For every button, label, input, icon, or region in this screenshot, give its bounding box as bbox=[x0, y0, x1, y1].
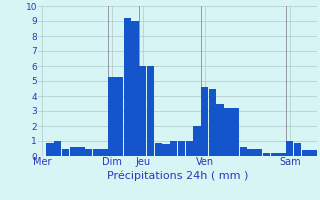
Bar bbox=[132, 21, 139, 156]
Bar bbox=[162, 144, 170, 156]
Bar bbox=[54, 141, 61, 156]
Bar bbox=[108, 76, 116, 156]
Bar bbox=[309, 150, 316, 156]
Bar bbox=[124, 18, 131, 156]
Bar bbox=[62, 148, 69, 156]
Bar bbox=[255, 148, 262, 156]
X-axis label: Précipitations 24h ( mm ): Précipitations 24h ( mm ) bbox=[107, 170, 248, 181]
Bar bbox=[240, 147, 247, 156]
Bar bbox=[247, 148, 255, 156]
Bar bbox=[155, 142, 162, 156]
Bar bbox=[147, 66, 154, 156]
Bar bbox=[100, 148, 108, 156]
Bar bbox=[85, 148, 92, 156]
Bar bbox=[232, 108, 239, 156]
Bar bbox=[209, 88, 216, 156]
Bar bbox=[193, 126, 201, 156]
Bar bbox=[93, 148, 100, 156]
Bar bbox=[301, 150, 309, 156]
Bar bbox=[278, 153, 286, 156]
Bar bbox=[224, 108, 232, 156]
Bar bbox=[294, 142, 301, 156]
Bar bbox=[77, 147, 84, 156]
Bar bbox=[271, 153, 278, 156]
Bar bbox=[286, 141, 293, 156]
Bar bbox=[139, 66, 147, 156]
Bar bbox=[116, 76, 123, 156]
Bar bbox=[263, 153, 270, 156]
Bar bbox=[186, 141, 193, 156]
Bar bbox=[46, 142, 54, 156]
Bar bbox=[178, 141, 185, 156]
Bar bbox=[201, 87, 208, 156]
Bar bbox=[170, 141, 177, 156]
Bar bbox=[216, 104, 224, 156]
Bar bbox=[69, 147, 77, 156]
